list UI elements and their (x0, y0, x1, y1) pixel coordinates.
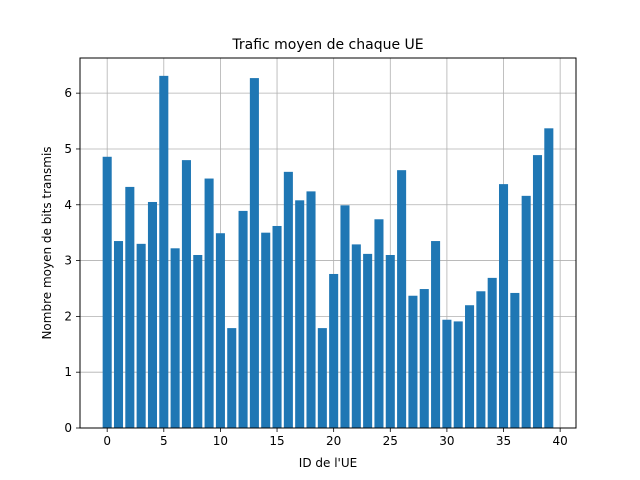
plot-frame (79, 57, 577, 429)
bar (204, 178, 214, 428)
x-tick-label: 30 (439, 434, 454, 448)
y-tick-label: 3 (64, 254, 72, 268)
bars (102, 75, 554, 429)
bar (453, 321, 463, 428)
bar (385, 254, 395, 428)
bar (487, 277, 497, 428)
x-tick-label: 5 (160, 434, 168, 448)
bar (249, 78, 259, 428)
bar (329, 273, 339, 428)
bar (193, 254, 203, 428)
x-tick-label: 0 (103, 434, 111, 448)
y-tick-label: 5 (64, 142, 72, 156)
y-tick-label: 2 (64, 309, 72, 323)
bar (181, 160, 191, 428)
bar (227, 328, 237, 428)
bar (283, 171, 293, 428)
x-tick-label: 25 (383, 434, 398, 448)
y-tick-label: 0 (64, 421, 72, 435)
x-tick-label: 15 (269, 434, 284, 448)
x-axis-label: ID de l'UE (299, 456, 357, 470)
bar (419, 289, 429, 428)
bar (397, 170, 407, 429)
bar (295, 200, 305, 428)
bar (159, 75, 169, 429)
bar (102, 156, 112, 429)
bar (125, 186, 135, 428)
bar (215, 233, 225, 428)
bar (532, 155, 543, 428)
x-tick-label: 10 (213, 434, 228, 448)
bar (113, 241, 124, 428)
y-tick-label: 6 (64, 86, 72, 100)
bar (317, 328, 327, 428)
x-tick-label: 35 (496, 434, 511, 448)
bar (363, 253, 373, 428)
ticks: 0 5 10 15 20 25 30 35 40 0 1 2 3 4 5 6 (64, 86, 567, 448)
bar (261, 232, 271, 428)
bar (498, 184, 509, 428)
bar (465, 305, 475, 428)
bar (340, 205, 350, 428)
bar (431, 241, 441, 428)
y-tick-label: 4 (64, 198, 72, 212)
bar (521, 195, 531, 428)
bar (272, 225, 282, 428)
bar (351, 244, 361, 428)
bar (510, 292, 520, 428)
bar (136, 243, 146, 428)
bar (170, 248, 180, 428)
chart-title: Trafic moyen de chaque UE (231, 37, 423, 53)
bar (544, 128, 554, 428)
bar (147, 201, 158, 428)
y-tick-label: 1 (64, 365, 72, 379)
bar (306, 191, 316, 428)
x-tick-label: 40 (553, 434, 568, 448)
bar (476, 291, 486, 428)
x-tick-label: 20 (326, 434, 341, 448)
y-axis-label: Nombre moyen de bits transmis (40, 146, 54, 339)
bar (442, 319, 452, 428)
bar (238, 210, 248, 428)
bar (408, 295, 418, 428)
bar (374, 219, 384, 428)
